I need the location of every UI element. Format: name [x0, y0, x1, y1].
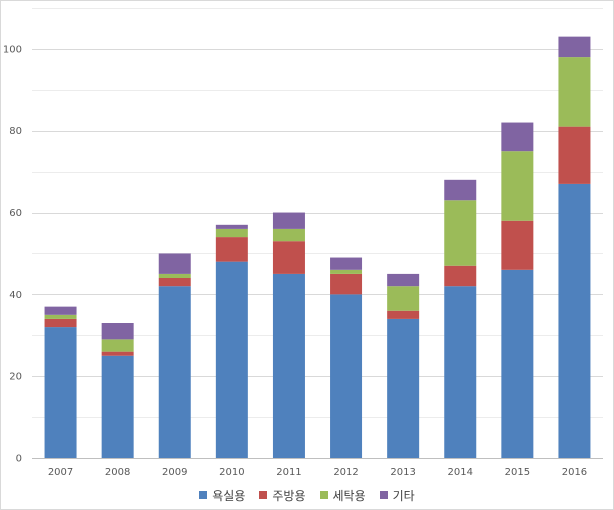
legend-swatch [259, 491, 268, 499]
bar-segment-2013-series-1 [387, 310, 420, 319]
y-tick-label: 60 [9, 208, 22, 219]
bar-segment-2008-series-3 [101, 323, 134, 340]
y-tick-label: 100 [3, 44, 22, 55]
legend-item: 주방용 [259, 487, 306, 504]
y-tick-label: 20 [9, 372, 22, 383]
legend-swatch [379, 491, 388, 499]
bar-segment-2014-series-3 [444, 179, 477, 201]
bar-segment-2011-series-1 [272, 241, 305, 274]
bar-segment-2009-series-0 [158, 286, 191, 458]
bar-segment-2013-series-0 [387, 318, 420, 458]
chart-legend: 욕실용 주방용 세탁용 기타 [0, 485, 614, 505]
bar-segment-2009-series-2 [158, 273, 191, 278]
legend-item: 욕실용 [199, 487, 245, 504]
x-tick-label: 2016 [562, 467, 587, 478]
bar-segment-2012-series-3 [330, 257, 363, 270]
bar-segment-2015-series-0 [501, 269, 534, 458]
bar-segment-2007-series-0 [44, 327, 77, 458]
bar-segment-2012-series-0 [330, 294, 363, 458]
bar-segment-2008-series-2 [101, 339, 134, 352]
bar-segment-2007-series-3 [44, 306, 77, 315]
bar-segment-2016-series-1 [558, 126, 591, 184]
x-tick-label: 2012 [333, 467, 358, 478]
legend-swatch [319, 491, 328, 499]
y-tick-label: 0 [16, 454, 22, 465]
legend-label: 세탁용 [332, 488, 366, 503]
bar-segment-2012-series-1 [330, 273, 363, 295]
bar-segment-2013-series-2 [387, 286, 420, 311]
legend-label: 기타 [392, 488, 415, 503]
bar-segment-2007-series-2 [44, 314, 77, 319]
bar-segment-2016-series-3 [558, 36, 591, 58]
bar-segment-2015-series-3 [501, 122, 534, 152]
x-tick-label: 2009 [162, 467, 187, 478]
x-tick-label: 2011 [276, 467, 301, 478]
bar-segment-2008-series-1 [101, 351, 134, 356]
bar-segment-2012-series-2 [330, 269, 363, 274]
x-tick-label: 2014 [448, 467, 473, 478]
legend-item: 기타 [379, 487, 415, 504]
bar-segment-2013-series-3 [387, 273, 420, 287]
bar-segment-2010-series-3 [215, 224, 248, 229]
legend-item: 세탁용 [319, 487, 366, 504]
x-tick-label: 2010 [219, 467, 244, 478]
legend-label: 주방용 [272, 488, 306, 503]
bar-segment-2008-series-0 [101, 355, 134, 458]
bar-segment-2011-series-3 [272, 212, 305, 229]
bar-stacks [44, 36, 591, 458]
x-tick-label: 2007 [48, 467, 73, 478]
bar-segment-2011-series-0 [272, 273, 305, 458]
bar-segment-2014-series-0 [444, 286, 477, 458]
y-axis-ticks: 0 20 40 60 80 100 [3, 44, 22, 464]
legend-swatch [199, 491, 208, 499]
legend-label: 욕실용 [212, 488, 246, 503]
bar-segment-2010-series-0 [215, 261, 248, 458]
bar-segment-2009-series-3 [158, 253, 191, 274]
bar-segment-2015-series-1 [501, 220, 534, 270]
x-axis-ticks: 2007 2008 2009 2010 2011 2012 2013 2014 2015 2016 [48, 467, 587, 478]
x-tick-label: 2013 [390, 467, 415, 478]
stacked-bar-chart: 0 20 40 60 80 100 2007 2008 2009 2010 2011 2012 201… [3, 8, 603, 478]
bar-segment-2016-series-0 [558, 183, 591, 458]
bar-segment-2010-series-2 [215, 228, 248, 238]
y-tick-label: 80 [9, 126, 22, 137]
bar-segment-2014-series-1 [444, 265, 477, 287]
y-tick-label: 40 [9, 290, 22, 301]
bar-segment-2014-series-2 [444, 200, 477, 266]
bar-segment-2016-series-2 [558, 57, 591, 127]
bar-segment-2015-series-2 [501, 151, 534, 221]
bar-segment-2009-series-1 [158, 278, 191, 287]
bar-segment-2007-series-1 [44, 318, 77, 328]
x-tick-label: 2008 [105, 467, 130, 478]
bar-segment-2011-series-2 [272, 228, 305, 242]
bar-segment-2010-series-1 [215, 237, 248, 262]
x-tick-label: 2015 [505, 467, 530, 478]
